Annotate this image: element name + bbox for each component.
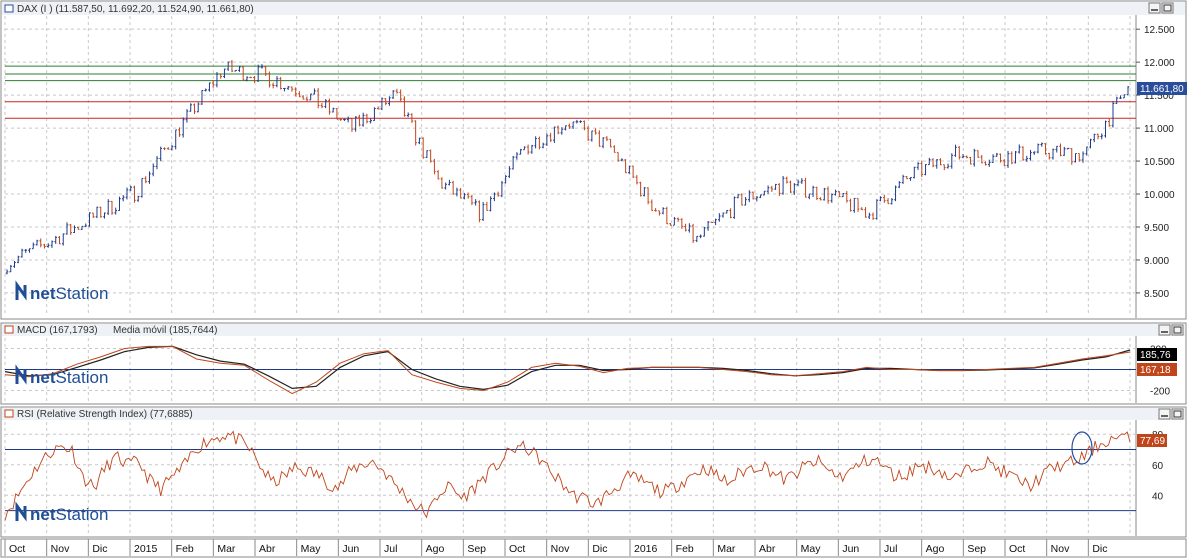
price-tick-label: 11.500 — [1144, 91, 1174, 102]
month-label: Feb — [676, 543, 694, 555]
month-label: 2015 — [134, 543, 158, 555]
month-label: Sep — [467, 543, 486, 555]
price-panel — [0, 0, 1187, 320]
maximize-icon — [1173, 326, 1182, 334]
month-label: Nov — [51, 543, 70, 555]
svg-text:netStation: netStation — [30, 284, 108, 303]
month-label: Oct — [509, 543, 525, 555]
svg-text:netStation: netStation — [30, 368, 108, 387]
month-label: Dic — [592, 543, 607, 555]
price-tick-label: 10.500 — [1144, 157, 1175, 168]
logo-mark-icon — [15, 364, 27, 385]
price-maximize-button[interactable] — [1161, 2, 1174, 14]
logo-mark-icon — [15, 280, 27, 301]
price-tick-label: 9.000 — [1144, 256, 1169, 267]
month-label: Oct — [9, 543, 25, 555]
month-label: Abr — [259, 543, 276, 555]
x-axis-strip — [0, 538, 1187, 558]
signal-badge: 167,18 — [1137, 363, 1177, 376]
month-label: Sep — [967, 543, 986, 555]
price-last-badge: 11.661,80 — [1137, 82, 1187, 95]
month-label: Ago — [926, 543, 945, 555]
rsi-panel — [0, 406, 1187, 538]
price-swatch — [4, 4, 14, 13]
macd-ma-title: Media móvil (185,7644) — [113, 325, 218, 336]
rsi-swatch — [4, 409, 14, 418]
month-label: Ago — [426, 543, 445, 555]
rsi-line — [4, 430, 1131, 521]
month-label: Dic — [92, 543, 107, 555]
rsi-title: RSI (Relative Strength Index) (77,6885) — [17, 409, 193, 420]
rsi-maximize-button[interactable] — [1171, 408, 1184, 420]
price-tick-label: 9.500 — [1144, 223, 1169, 234]
svg-text:netStation: netStation — [30, 505, 108, 524]
macd-lines — [4, 345, 1131, 395]
rsi-line — [4, 430, 1131, 521]
netstation-logo-price: netStation — [15, 280, 108, 303]
price-tick-label: 12.000 — [1144, 58, 1175, 69]
level-lines — [5, 65, 1136, 512]
rsi-title-bar — [2, 408, 1185, 420]
macd-badge: 185,76 — [1137, 348, 1177, 361]
x-axis-months: Oct Nov Dic 2015 Feb Mar Abr May Jun Jul Ago Sep Oct… — [4, 539, 1108, 556]
month-label: Mar — [217, 543, 236, 555]
month-label: Mar — [717, 543, 736, 555]
rsi-badge: 77,69 — [1137, 434, 1167, 447]
netstation-logo-rsi: netStation — [15, 501, 108, 524]
month-label: May — [801, 543, 822, 555]
month-label: Jun — [842, 543, 859, 555]
svg-text:167,18: 167,18 — [1140, 365, 1171, 376]
macd-line — [4, 345, 1131, 395]
month-label: Nov — [1051, 543, 1070, 555]
macd-title: MACD (167,1793) — [17, 325, 98, 336]
month-label: 2016 — [634, 543, 658, 555]
rsi-highlight-ellipse — [1071, 431, 1093, 465]
price-title: DAX (I ) (11.587,50, 11.692,20, 11.524,9… — [17, 4, 254, 15]
month-label: Jul — [884, 543, 897, 555]
logo-mark-icon — [15, 501, 27, 522]
macd-minimize-button[interactable] — [1158, 324, 1171, 336]
macd-tick-label: -200 — [1150, 386, 1170, 397]
macd-maximize-button[interactable] — [1171, 324, 1184, 336]
maximize-icon — [1163, 4, 1172, 12]
price-tick-label: 12.500 — [1144, 25, 1175, 36]
price-tick-label: 11.000 — [1144, 124, 1174, 135]
svg-text:11.661,80: 11.661,80 — [1140, 84, 1184, 95]
month-label: Oct — [1009, 543, 1025, 555]
maximize-icon — [1173, 410, 1182, 418]
svg-text:185,76: 185,76 — [1140, 350, 1171, 361]
price-minimize-button[interactable] — [1148, 2, 1161, 14]
price-title-bar — [2, 2, 1185, 15]
macd-title-bar — [2, 324, 1185, 336]
rsi-tick-label: 60 — [1152, 461, 1164, 472]
netstation-logo-macd: netStation — [15, 364, 108, 387]
rsi-tick-label: 40 — [1152, 491, 1164, 502]
month-label: Nov — [551, 543, 570, 555]
month-label: Feb — [176, 543, 194, 555]
month-label: Jun — [342, 543, 359, 555]
price-tick-label: 10.000 — [1144, 190, 1175, 201]
month-label: Dic — [1092, 543, 1107, 555]
price-candles — [5, 59, 1130, 275]
month-label: Abr — [759, 543, 776, 555]
price-tick-label: 8.500 — [1144, 289, 1169, 300]
macd-swatch — [4, 325, 14, 334]
month-label: Jul — [384, 543, 397, 555]
rsi-minimize-button[interactable] — [1158, 408, 1171, 420]
month-label: May — [301, 543, 322, 555]
svg-text:77,69: 77,69 — [1140, 436, 1165, 447]
